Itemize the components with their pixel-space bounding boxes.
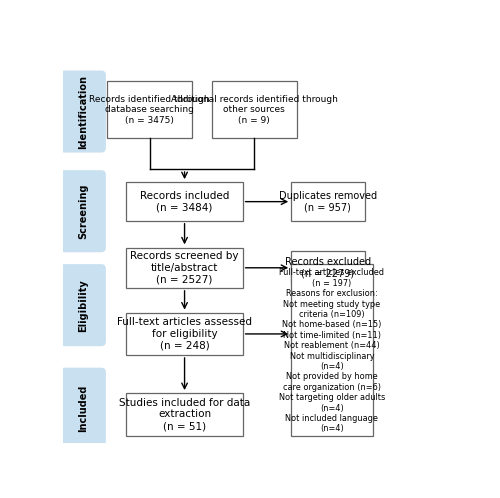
Text: Records excluded
(n = 2279): Records excluded (n = 2279) xyxy=(285,257,371,278)
FancyBboxPatch shape xyxy=(291,182,365,221)
FancyBboxPatch shape xyxy=(126,393,242,436)
Text: Duplicates removed
(n = 957): Duplicates removed (n = 957) xyxy=(279,191,377,213)
Text: Full-text articles excluded
(n = 197)
Reasons for exclusion:
Not meeting study t: Full-text articles excluded (n = 197) Re… xyxy=(278,268,385,433)
Text: Screening: Screening xyxy=(78,183,88,239)
FancyBboxPatch shape xyxy=(291,264,372,436)
FancyBboxPatch shape xyxy=(126,182,242,221)
FancyBboxPatch shape xyxy=(107,81,192,138)
FancyBboxPatch shape xyxy=(60,368,106,450)
FancyBboxPatch shape xyxy=(60,71,106,152)
FancyBboxPatch shape xyxy=(126,248,242,288)
FancyBboxPatch shape xyxy=(212,81,297,138)
Text: Identification: Identification xyxy=(78,75,88,148)
Text: Full-text articles assessed
for eligibility
(n = 248): Full-text articles assessed for eligibil… xyxy=(117,317,252,351)
Text: Records screened by
title/abstract
(n = 2527): Records screened by title/abstract (n = … xyxy=(130,251,239,284)
FancyBboxPatch shape xyxy=(291,251,365,284)
FancyBboxPatch shape xyxy=(126,313,242,355)
FancyBboxPatch shape xyxy=(60,170,106,252)
Text: Included: Included xyxy=(78,385,88,432)
Text: Additional records identified through
other sources
(n = 9): Additional records identified through ot… xyxy=(171,95,338,124)
Text: Records included
(n = 3484): Records included (n = 3484) xyxy=(140,191,229,213)
FancyBboxPatch shape xyxy=(60,264,106,346)
Text: Records identified through
database searching
(n = 3475): Records identified through database sear… xyxy=(90,95,210,124)
Text: Eligibility: Eligibility xyxy=(78,279,88,332)
Text: Studies included for data
extraction
(n = 51): Studies included for data extraction (n … xyxy=(119,398,250,431)
